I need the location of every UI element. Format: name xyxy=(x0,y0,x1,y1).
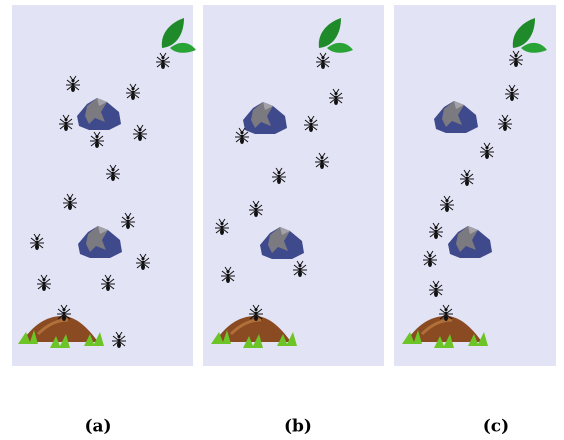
panel-background xyxy=(203,5,384,366)
panel-label: (b) xyxy=(284,417,312,437)
figure: (a) (b) (c) xyxy=(0,0,564,440)
page: (a) (b) (c) (() => { const data = JSON.p… xyxy=(0,0,564,440)
panel-label: (a) xyxy=(84,417,111,437)
panel-background xyxy=(394,5,556,366)
panel-label: (c) xyxy=(483,417,509,437)
